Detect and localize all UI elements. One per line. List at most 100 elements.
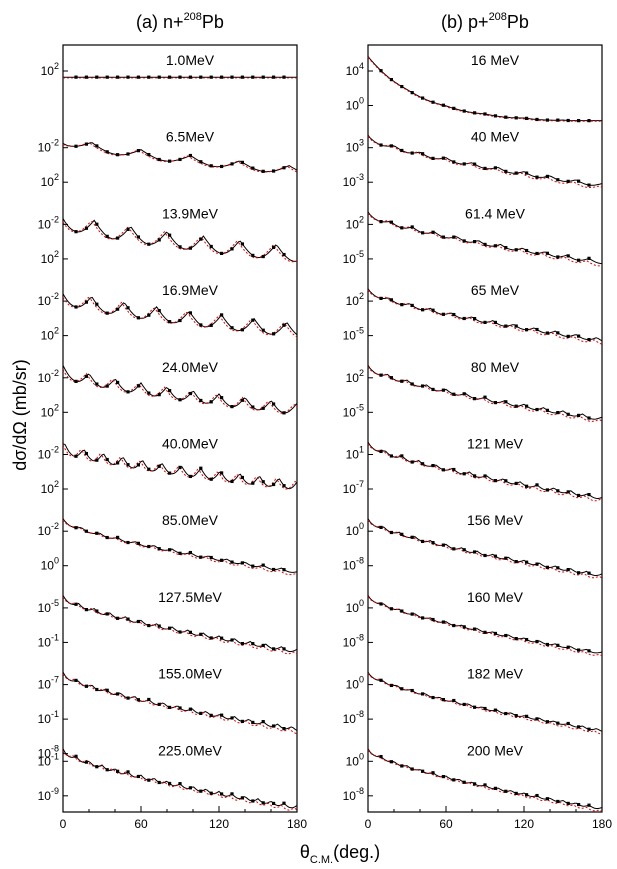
data-point (178, 782, 182, 786)
data-point (462, 109, 466, 113)
data-point (504, 789, 508, 793)
data-point (199, 398, 203, 403)
data-point (556, 721, 560, 725)
y-tick-base: 10 (41, 559, 55, 573)
data-point (514, 248, 518, 252)
data-point (400, 532, 404, 536)
data-point (525, 171, 529, 175)
data-point (556, 255, 560, 259)
data-point (240, 242, 244, 246)
data-point (157, 547, 161, 551)
data-point (379, 220, 383, 224)
y-tick-base: 10 (343, 635, 357, 649)
data-point (410, 225, 414, 229)
y-tick-exp: -8 (356, 556, 364, 566)
data-point (136, 235, 140, 239)
data-point (452, 160, 456, 164)
y-tick-label: 102 (41, 479, 59, 496)
data-point (535, 327, 539, 332)
data-point (105, 535, 109, 540)
data-point (577, 648, 581, 652)
theory-curve-dotted (367, 135, 603, 188)
y-tick-exp: 2 (54, 249, 59, 259)
data-point (421, 462, 425, 466)
data-point (178, 245, 182, 249)
data-point (410, 382, 414, 386)
data-point (84, 75, 88, 79)
data-point (421, 152, 425, 156)
data-point (514, 324, 518, 328)
data-point (535, 407, 539, 412)
data-point (389, 760, 393, 764)
data-point (220, 251, 224, 255)
data-point (493, 708, 497, 712)
data-point (504, 115, 508, 119)
energy-label: 160 MeV (467, 589, 524, 605)
y-tick-exp: -2 (51, 445, 59, 455)
data-point (168, 548, 172, 552)
data-point (577, 413, 581, 418)
y-tick-base: 10 (343, 712, 357, 726)
y-tick-base: 10 (343, 482, 357, 496)
x-tick-label: 180 (287, 817, 307, 831)
data-point (230, 716, 234, 720)
data-point (535, 117, 539, 122)
y-tick-label: 10-9 (38, 786, 59, 803)
data-point (84, 529, 88, 533)
y-tick-exp: -9 (51, 786, 59, 796)
data-point (251, 405, 255, 409)
data-point (577, 571, 581, 575)
data-point (282, 166, 286, 170)
data-point (126, 390, 130, 394)
y-tick-label: 10-5 (343, 326, 364, 343)
y-tick-exp: -1 (51, 709, 59, 719)
theory-curve-dotted (62, 673, 298, 734)
data-point (483, 553, 487, 558)
y-tick-label: 10-7 (38, 675, 59, 692)
data-point (587, 492, 591, 497)
data-point (452, 547, 456, 551)
data-point (452, 778, 456, 782)
data-point (483, 166, 487, 171)
energy-label: 121 MeV (467, 436, 524, 452)
data-point (157, 238, 161, 242)
data-point (421, 96, 425, 100)
y-tick-base: 10 (38, 712, 52, 726)
data-point (261, 563, 265, 567)
data-point (147, 544, 151, 549)
data-point (577, 179, 581, 183)
data-point (473, 397, 477, 401)
y-tick-base: 10 (38, 635, 52, 649)
data-point (421, 308, 425, 312)
y-tick-label: 10-3 (343, 172, 364, 189)
y-tick-base: 10 (346, 524, 360, 538)
y-tick-base: 10 (346, 601, 360, 615)
data-point (240, 160, 244, 164)
data-point (441, 235, 445, 239)
panel-title-label: (a) n+ (136, 12, 184, 32)
data-point (566, 721, 570, 726)
data-point (168, 705, 172, 709)
energy-label: 80 MeV (471, 359, 520, 375)
data-point (116, 75, 120, 79)
data-point (545, 642, 549, 647)
data-point (136, 75, 140, 79)
data-point (587, 416, 591, 420)
data-point (493, 400, 497, 405)
x-axis-title-sub: C.M. (310, 854, 333, 866)
energy-label: 13.9MeV (162, 205, 219, 221)
y-tick-label: 100 (346, 675, 364, 692)
x-tick-label: 60 (134, 817, 148, 831)
data-point (462, 625, 466, 629)
data-point (452, 312, 456, 317)
data-point (421, 231, 425, 235)
data-point (441, 698, 445, 702)
data-point (441, 388, 445, 392)
data-point (157, 464, 161, 468)
data-point (240, 641, 244, 646)
